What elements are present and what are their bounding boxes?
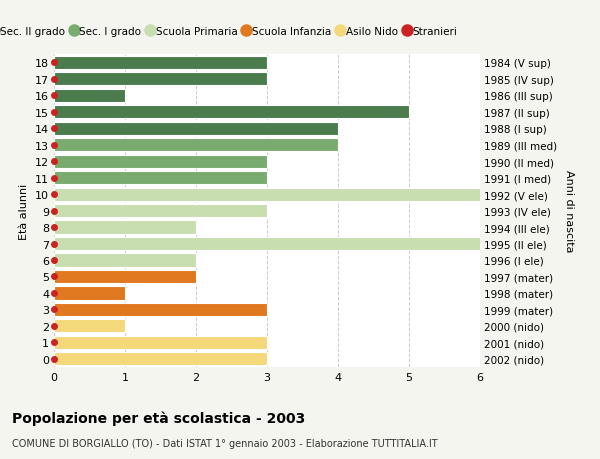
Y-axis label: Età alunni: Età alunni <box>19 183 29 239</box>
Legend: Sec. II grado, Sec. I grado, Scuola Primaria, Scuola Infanzia, Asilo Nido, Stran: Sec. II grado, Sec. I grado, Scuola Prim… <box>0 23 461 41</box>
Bar <box>54 73 267 86</box>
Bar <box>54 172 267 185</box>
Bar <box>54 139 338 152</box>
Bar <box>54 270 196 283</box>
Bar <box>54 188 551 202</box>
Bar <box>54 57 267 70</box>
Bar <box>54 205 267 218</box>
Bar <box>54 155 267 168</box>
Bar <box>54 336 267 349</box>
Bar <box>54 287 125 300</box>
Bar <box>54 303 267 316</box>
Bar <box>54 221 196 234</box>
Text: COMUNE DI BORGIALLO (TO) - Dati ISTAT 1° gennaio 2003 - Elaborazione TUTTITALIA.: COMUNE DI BORGIALLO (TO) - Dati ISTAT 1°… <box>12 438 437 448</box>
Bar <box>54 90 125 103</box>
Bar <box>54 353 267 365</box>
Bar <box>54 254 196 267</box>
Bar <box>54 123 338 135</box>
Bar <box>54 106 409 119</box>
Text: Popolazione per età scolastica - 2003: Popolazione per età scolastica - 2003 <box>12 411 305 425</box>
Y-axis label: Anni di nascita: Anni di nascita <box>564 170 574 252</box>
Bar <box>54 237 551 251</box>
Bar <box>54 319 125 333</box>
